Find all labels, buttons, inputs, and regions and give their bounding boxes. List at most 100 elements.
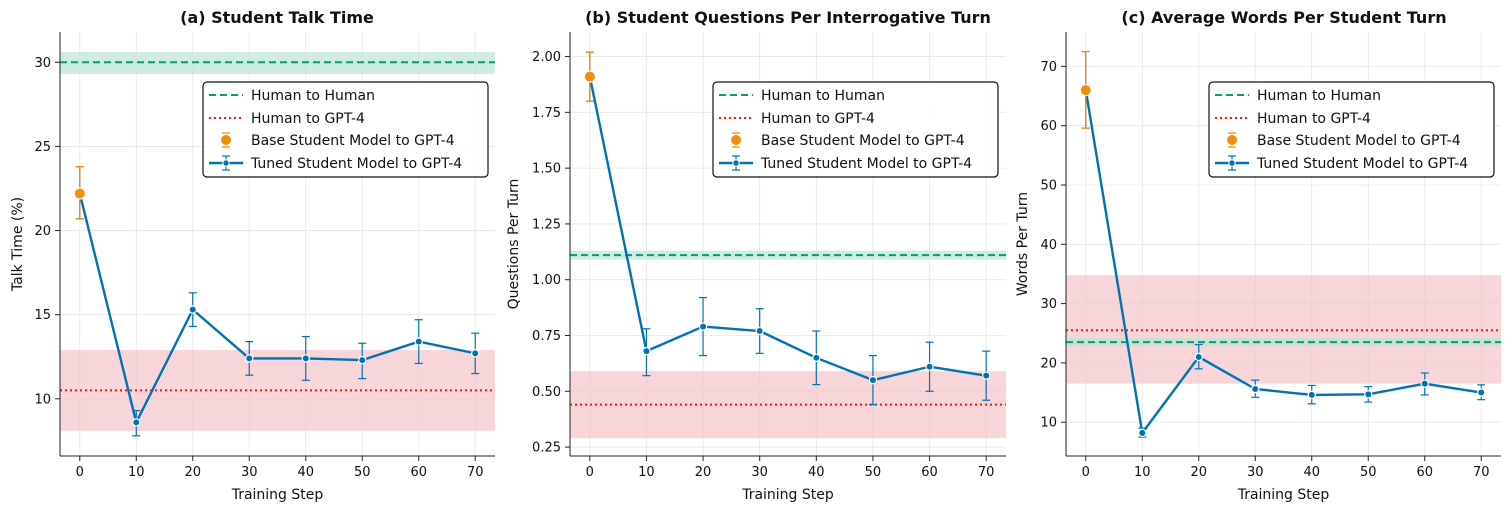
y-tick-label: 1.25	[532, 217, 561, 232]
human-to-human-band	[60, 52, 495, 75]
tuned-point	[132, 418, 141, 427]
human-to-human-band	[570, 250, 1006, 260]
tuned-point	[188, 305, 197, 314]
tuned-series-line	[78, 193, 476, 424]
x-tick-label: 30	[751, 465, 768, 480]
y-tick-label: 0.75	[532, 329, 561, 344]
y-tick-label: 30	[1040, 297, 1057, 312]
tuned-series-line	[1084, 89, 1482, 435]
x-tick-label: 50	[354, 465, 371, 480]
chart-title: (a) Student Talk Time	[180, 8, 374, 27]
tuned-point	[1307, 390, 1316, 400]
y-tick-label: 0.50	[532, 385, 561, 400]
y-tick-label: 40	[1040, 238, 1057, 253]
y-tick-label: 0.25	[532, 441, 561, 456]
x-tick-label: 10	[1134, 465, 1151, 480]
tuned-point	[245, 354, 254, 363]
x-tick-label: 50	[1360, 465, 1377, 480]
tuned-series-line	[588, 76, 987, 382]
chart-title: (c) Average Words Per Student Turn	[1121, 8, 1446, 27]
x-axis-label: Training Step	[1237, 487, 1330, 503]
x-axis-label: Training Step	[741, 487, 834, 503]
legend-box	[712, 81, 999, 178]
tuned-point	[1138, 428, 1147, 438]
tuned-point	[1194, 352, 1203, 362]
y-tick-label: 60	[1040, 119, 1057, 134]
legend-swatch-tuned-point	[1228, 159, 1236, 167]
x-tick-label: 30	[1247, 465, 1264, 480]
x-tick-label: 30	[241, 465, 258, 480]
legend-label: Human to GPT-4	[761, 111, 875, 127]
tuned-point	[642, 346, 651, 356]
y-tick-label: 20	[34, 224, 51, 239]
y-tick-label: 30	[34, 56, 51, 71]
tuned-point	[358, 355, 367, 365]
y-tick-label: 70	[1040, 60, 1057, 75]
tuned-point	[755, 326, 764, 336]
tuned-point	[1477, 388, 1486, 397]
panel-1: 0 10 20 30 40 50 60 70 10 15 20 25 30 (a) Student Tal…	[10, 8, 495, 503]
tuned-point	[698, 322, 708, 331]
y-tick-label: 25	[34, 140, 51, 155]
x-tick-label: 0	[76, 465, 84, 480]
x-tick-label: 0	[1082, 465, 1090, 480]
tuned-point	[301, 354, 310, 363]
y-axis-label: Talk Time (%)	[10, 197, 26, 292]
x-tick-label: 70	[1473, 465, 1490, 480]
legend-label: Human to Human	[761, 88, 885, 104]
y-tick-label: 10	[34, 392, 51, 407]
x-tick-label: 0	[586, 465, 594, 480]
y-tick-label: 20	[1040, 356, 1057, 371]
y-tick-label: 1.50	[532, 162, 561, 177]
legend-label: Base Student Model to GPT-4	[251, 133, 455, 149]
legend-swatch-base-point	[730, 134, 742, 146]
y-tick-label: 1.00	[532, 273, 561, 288]
legend-box	[202, 81, 489, 178]
x-tick-label: 60	[921, 465, 938, 480]
chart-title: (b) Student Questions Per Interrogative …	[585, 8, 991, 27]
x-tick-label: 20	[695, 465, 712, 480]
x-tick-label: 40	[1303, 465, 1320, 480]
legend-label: Tuned Student Model to GPT-4	[760, 156, 972, 172]
panel-2: 0 10 20 30 40 50 60 70 0.25 0.50 0.75 1.00 1.25 1.50 1…	[506, 8, 1006, 503]
x-tick-label: 40	[297, 465, 314, 480]
human-to-human-band	[1066, 337, 1501, 347]
legend-label: Base Student Model to GPT-4	[761, 133, 965, 149]
y-tick-label: 50	[1040, 178, 1057, 193]
x-tick-label: 20	[1190, 465, 1207, 480]
legend-label: Human to GPT-4	[1257, 111, 1371, 127]
x-tick-label: 60	[1416, 465, 1433, 480]
x-tick-label: 70	[978, 465, 995, 480]
x-tick-label: 60	[410, 465, 427, 480]
x-tick-label: 10	[638, 465, 655, 480]
tuned-point	[1251, 384, 1260, 394]
y-axis-label: Questions Per Turn	[506, 179, 522, 310]
legend: Human to Human Human to GPT-4 Base Student…	[1208, 81, 1495, 178]
tuned-point	[981, 371, 991, 380]
tuned-point	[471, 349, 480, 358]
tuned-point	[925, 362, 934, 371]
tuned-point	[1364, 390, 1373, 399]
y-tick-label: 15	[34, 308, 51, 323]
x-tick-label: 20	[184, 465, 201, 480]
panel-3: 0 10 20 30 40 50 60 70 10 20 30 40 50 60 70 (c) Average…	[1015, 8, 1501, 503]
tuned-point	[1420, 379, 1429, 388]
base-point	[73, 187, 86, 200]
tuned-point	[868, 375, 878, 385]
tuned-point	[812, 353, 821, 363]
legend-label: Tuned Student Model to GPT-4	[1256, 156, 1468, 172]
legend: Human to Human Human to GPT-4 Base Student…	[712, 81, 999, 178]
legend-label: Human to Human	[1257, 88, 1381, 104]
x-tick-label: 70	[467, 465, 484, 480]
x-tick-label: 40	[808, 465, 825, 480]
legend-swatch-base-point	[1226, 134, 1238, 146]
y-tick-label: 10	[1040, 416, 1057, 431]
tuned-point	[414, 337, 423, 346]
base-point	[1079, 84, 1092, 97]
plot-area	[1066, 32, 1501, 456]
legend-label: Tuned Student Model to GPT-4	[250, 156, 462, 172]
human-to-gpt4-band	[570, 371, 1006, 439]
y-tick-label: 2.00	[532, 50, 561, 65]
human-to-gpt4-band	[1066, 275, 1501, 384]
